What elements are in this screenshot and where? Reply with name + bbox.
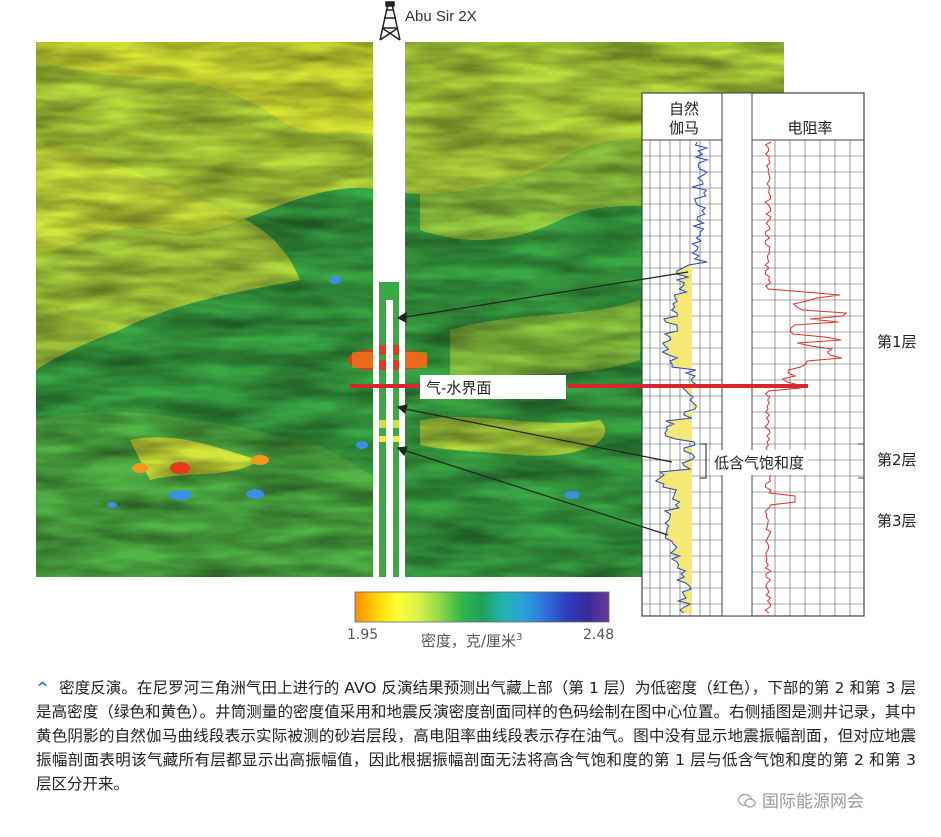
- watermark-text: 国际能源网会: [762, 792, 864, 812]
- layer-2-label: 第2层: [877, 451, 917, 469]
- colorbar-max-label: 2.48: [583, 627, 615, 643]
- low-gas-saturation-label: 低含气饱和度: [710, 450, 809, 475]
- wechat-icon: [737, 793, 756, 809]
- well-log-panel: [641, 92, 865, 617]
- density-colorbar: [354, 591, 610, 623]
- pointer-arrows: [396, 271, 689, 536]
- caret-icon: ^: [36, 679, 49, 697]
- colorbar-title: 密度，克/厘米3: [421, 632, 523, 650]
- density-inversion-figure: Abu Sir 2X 自然 伽马 电阻率 气-水界面 低含气饱和度 第1层 第2…: [36, 1, 917, 650]
- derrick-icon: [379, 1, 401, 41]
- resistivity-curve: [764, 141, 848, 614]
- gamma-ray-header: 自然 伽马: [668, 100, 699, 137]
- resistivity-header: 电阻率: [787, 119, 833, 137]
- low-saturation-bracket: [700, 443, 707, 479]
- watermark: 国际能源网会: [737, 787, 864, 812]
- well-name-label: Abu Sir 2X: [405, 8, 477, 25]
- seismic-section-svg: [36, 1, 865, 623]
- layer-3-label: 第3层: [877, 512, 917, 530]
- colorbar-min-label: 1.95: [347, 627, 379, 643]
- gas-water-contact-label: 气-水界面: [420, 375, 566, 399]
- layer-1-label: 第1层: [877, 333, 917, 351]
- caption-text: 密度反演。在尼罗河三角洲气田上进行的 AVO 反演结果预测出气藏上部（第 1 层…: [36, 679, 916, 793]
- figure-caption: ^ 密度反演。在尼罗河三角洲气田上进行的 AVO 反演结果预测出气藏上部（第 1 …: [36, 676, 916, 796]
